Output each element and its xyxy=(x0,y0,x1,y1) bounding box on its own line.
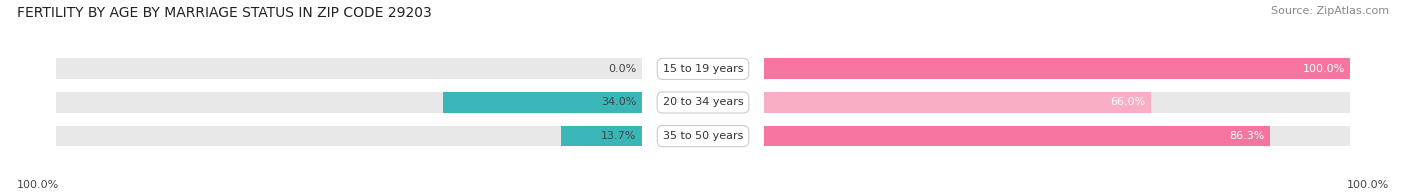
Text: 66.0%: 66.0% xyxy=(1111,97,1146,107)
Bar xyxy=(443,92,641,113)
Text: 0.0%: 0.0% xyxy=(609,64,637,74)
Bar xyxy=(765,92,1350,113)
Text: 34.0%: 34.0% xyxy=(600,97,637,107)
Text: 35 to 50 years: 35 to 50 years xyxy=(662,131,744,141)
Text: 20 to 34 years: 20 to 34 years xyxy=(662,97,744,107)
Bar xyxy=(56,126,641,146)
Text: FERTILITY BY AGE BY MARRIAGE STATUS IN ZIP CODE 29203: FERTILITY BY AGE BY MARRIAGE STATUS IN Z… xyxy=(17,6,432,20)
Text: Source: ZipAtlas.com: Source: ZipAtlas.com xyxy=(1271,6,1389,16)
Bar xyxy=(561,126,641,146)
Bar xyxy=(765,126,1270,146)
Bar xyxy=(765,58,1350,79)
Text: 15 to 19 years: 15 to 19 years xyxy=(662,64,744,74)
Bar xyxy=(765,58,1350,79)
Text: 100.0%: 100.0% xyxy=(1347,180,1389,190)
Bar xyxy=(765,92,1150,113)
Text: 13.7%: 13.7% xyxy=(600,131,637,141)
Text: 100.0%: 100.0% xyxy=(1302,64,1344,74)
Text: 86.3%: 86.3% xyxy=(1229,131,1264,141)
Bar xyxy=(765,126,1350,146)
Text: 100.0%: 100.0% xyxy=(17,180,59,190)
Bar xyxy=(56,92,641,113)
Bar xyxy=(56,58,641,79)
